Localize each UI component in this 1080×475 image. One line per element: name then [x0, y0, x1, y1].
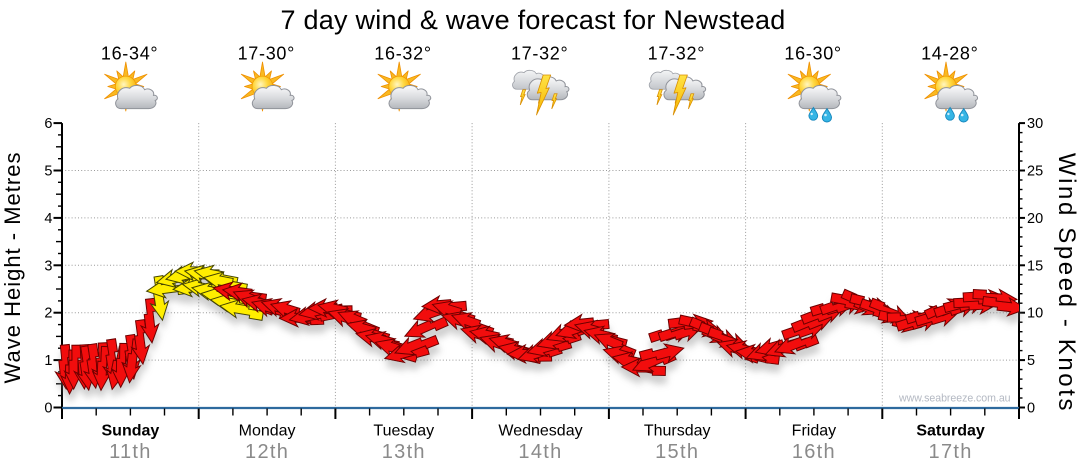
svg-text:6: 6: [44, 116, 52, 132]
svg-text:16-30°: 16-30°: [784, 44, 841, 64]
svg-text:0: 0: [44, 401, 52, 417]
svg-text:16-34°: 16-34°: [101, 44, 158, 64]
svg-text:4: 4: [44, 211, 52, 227]
svg-text:7 day wind & wave forecast for: 7 day wind & wave forecast for Newstead: [281, 5, 786, 35]
svg-text:14th: 14th: [518, 441, 562, 463]
svg-text:25: 25: [1027, 164, 1043, 180]
svg-text:12th: 12th: [245, 441, 289, 463]
svg-text:1: 1: [44, 353, 52, 369]
svg-text:Wind Speed - Knots: Wind Speed - Knots: [1053, 153, 1080, 413]
svg-text:5: 5: [44, 164, 52, 180]
svg-text:10: 10: [1027, 306, 1043, 322]
svg-text:15: 15: [1027, 258, 1043, 274]
svg-text:17th: 17th: [929, 441, 973, 463]
svg-text:Tuesday: Tuesday: [373, 423, 434, 440]
svg-text:3: 3: [44, 258, 52, 274]
svg-text:Wednesday: Wednesday: [498, 423, 582, 440]
svg-text:13th: 13th: [382, 441, 426, 463]
svg-text:Friday: Friday: [792, 423, 836, 440]
svg-text:2: 2: [44, 306, 52, 322]
svg-text:17-32°: 17-32°: [511, 44, 568, 64]
svg-text:17-30°: 17-30°: [238, 44, 295, 64]
svg-text:16-32°: 16-32°: [374, 44, 431, 64]
svg-text:30: 30: [1027, 116, 1043, 132]
svg-text:0: 0: [1027, 401, 1035, 417]
svg-text:5: 5: [1027, 353, 1035, 369]
svg-text:Wave Height - Metres: Wave Height - Metres: [0, 152, 25, 384]
svg-text:11th: 11th: [109, 441, 152, 463]
svg-text:Monday: Monday: [239, 423, 296, 440]
svg-text:Sunday: Sunday: [102, 423, 160, 440]
svg-text:15th: 15th: [655, 441, 699, 463]
svg-text:Thursday: Thursday: [644, 423, 711, 440]
svg-text:20: 20: [1027, 211, 1043, 227]
svg-text:www.seabreeze.com.au: www.seabreeze.com.au: [898, 393, 1011, 405]
svg-text:16th: 16th: [792, 441, 836, 463]
svg-text:17-32°: 17-32°: [648, 44, 705, 64]
svg-text:Saturday: Saturday: [916, 423, 985, 440]
svg-text:14-28°: 14-28°: [921, 44, 978, 64]
